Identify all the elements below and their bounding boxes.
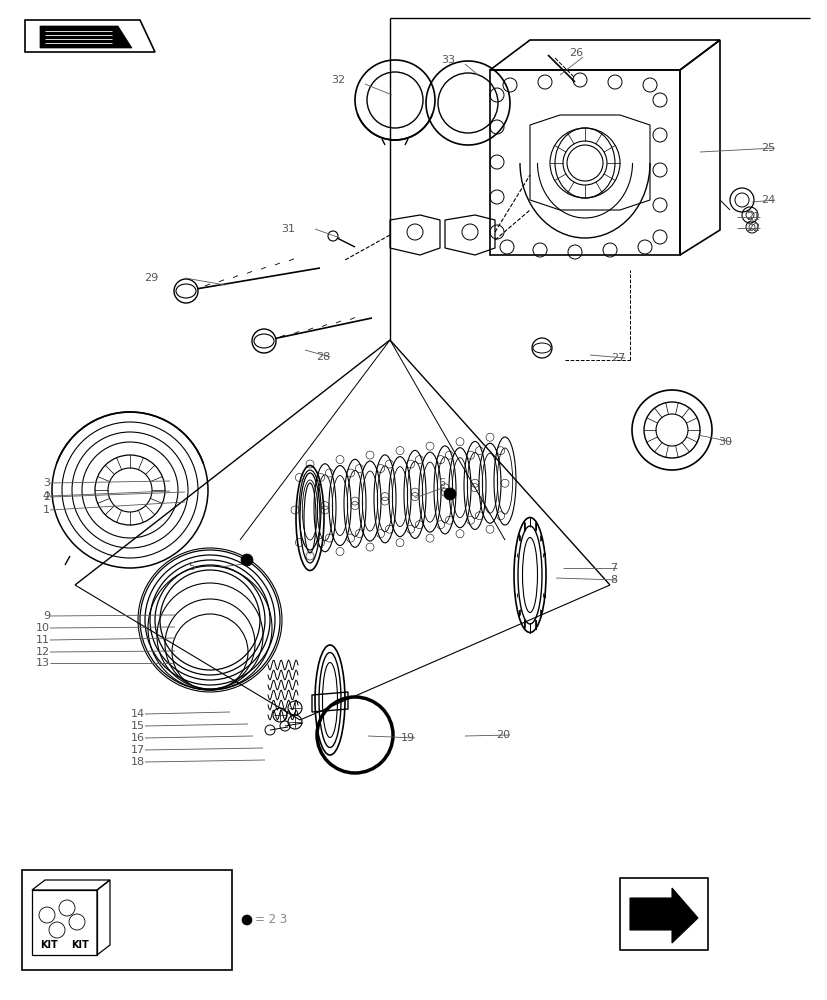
Text: 33: 33 [441,55,455,65]
Text: 14: 14 [131,709,145,719]
Text: 18: 18 [131,757,145,767]
Text: 19: 19 [400,733,414,743]
Text: = 2 3: = 2 3 [255,913,287,926]
Text: 28: 28 [315,352,330,362]
Text: 6: 6 [437,478,444,488]
Text: 11: 11 [36,635,50,645]
Text: 15: 15 [131,721,145,731]
Text: 10: 10 [36,623,50,633]
Circle shape [251,329,275,353]
Text: KIT: KIT [71,940,88,950]
Text: 12: 12 [36,647,50,657]
Text: 24: 24 [760,195,774,205]
Text: 29: 29 [144,273,158,283]
Text: 1: 1 [43,505,50,515]
Bar [619,878,707,950]
Text: 30: 30 [717,437,731,447]
Text: 26: 26 [568,48,582,58]
Text: 21: 21 [745,212,759,222]
Text: 7: 7 [609,563,616,573]
Text: 13: 13 [36,658,50,668]
Text: 2: 2 [43,492,50,502]
Text: 17: 17 [131,745,145,755]
Text: 9: 9 [43,611,50,621]
Text: 8: 8 [609,575,616,585]
Circle shape [443,488,456,500]
Text: 5: 5 [188,562,195,572]
Text: 4: 4 [43,491,50,501]
Text: 20: 20 [495,730,509,740]
Text: 32: 32 [331,75,345,85]
Text: 31: 31 [280,224,294,234]
Text: 25: 25 [760,143,774,153]
Circle shape [241,915,251,925]
Polygon shape [40,26,131,48]
Text: KIT: KIT [40,940,58,950]
Text: 27: 27 [610,353,624,363]
Text: 16: 16 [131,733,145,743]
Text: 3: 3 [43,478,50,488]
Circle shape [241,554,253,566]
Bar [22,870,232,970]
Circle shape [174,279,198,303]
Polygon shape [629,888,697,943]
Text: 22: 22 [745,223,759,233]
